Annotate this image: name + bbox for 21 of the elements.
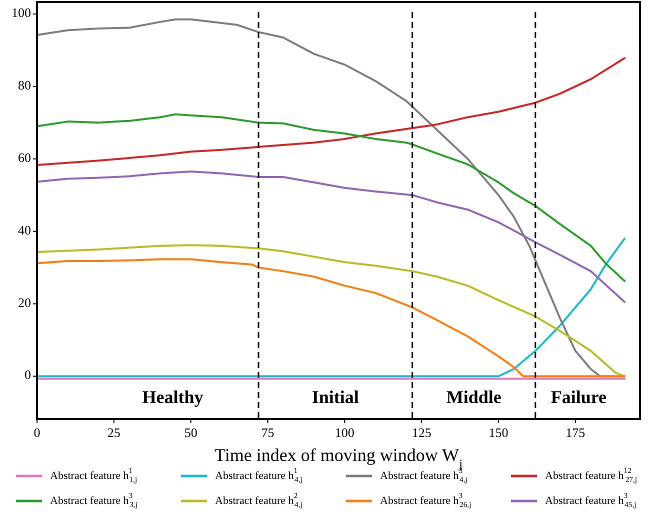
annotation: Healthy [142, 387, 204, 408]
x-tick-label: 125 [412, 425, 432, 440]
x-tick-label: 175 [566, 425, 586, 440]
y-tick-label: 100 [12, 4, 31, 20]
annotation: Initial [312, 387, 359, 408]
x-tick-label: 50 [184, 425, 198, 440]
x-tick-label: 0 [34, 425, 40, 440]
x-tick-label: 25 [107, 425, 120, 440]
annotation: Middle [446, 387, 502, 408]
y-tick-label: 0 [24, 367, 31, 382]
x-tick-label: 75 [261, 425, 274, 440]
y-tick-label: 60 [18, 150, 31, 165]
annotation: Failure [550, 387, 607, 408]
line-series [36, 57, 626, 166]
y-tick-label: 20 [18, 294, 31, 310]
line-series [36, 170, 626, 303]
y-tick-label: 40 [18, 222, 31, 238]
x-tick-label: 100 [334, 425, 354, 440]
x-tick-label: 150 [488, 425, 508, 440]
y-tick-label: 80 [18, 77, 31, 92]
line-series [36, 113, 626, 282]
